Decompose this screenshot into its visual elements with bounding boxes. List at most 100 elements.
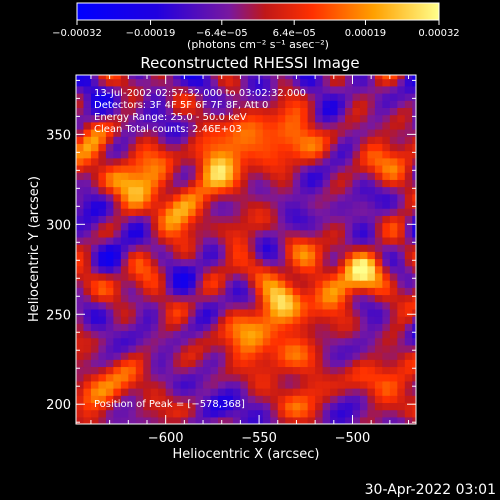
heatmap-cell [128, 416, 137, 424]
heatmap-cell [83, 92, 92, 101]
heatmap-cell [180, 179, 189, 188]
heatmap-cell [307, 107, 316, 116]
heatmap-cell [330, 222, 339, 231]
heatmap-cell [158, 179, 167, 188]
heatmap-cell [270, 128, 279, 137]
heatmap-cell [345, 193, 354, 202]
heatmap-cell [150, 193, 159, 202]
heatmap-cell [165, 208, 174, 216]
heatmap-cell [359, 344, 369, 353]
heatmap-cell [128, 114, 137, 123]
heatmap-cell [225, 78, 234, 87]
heatmap-cell [188, 366, 197, 375]
heatmap-cell [404, 265, 413, 274]
heatmap-cell [232, 323, 241, 332]
heatmap-cell [90, 179, 100, 188]
heatmap-cell [188, 121, 197, 130]
heatmap-cell [300, 193, 309, 202]
heatmap-cell [270, 402, 279, 411]
heatmap-cell [143, 251, 152, 260]
heatmap-cell [277, 409, 286, 418]
heatmap-cell [322, 172, 331, 180]
heatmap-cell [195, 193, 204, 202]
heatmap-cell [292, 272, 301, 281]
heatmap-cell [285, 258, 294, 267]
heatmap-cell [292, 301, 301, 310]
heatmap-cell [262, 121, 271, 130]
heatmap-cell [150, 78, 159, 87]
heatmap-cell [404, 136, 413, 144]
heatmap-cell [270, 380, 279, 389]
heatmap-cell [225, 388, 234, 396]
heatmap-cell [389, 301, 398, 310]
heatmap-cell [120, 114, 129, 123]
heatmap-cell [352, 359, 361, 368]
heatmap-cell [165, 416, 174, 424]
heatmap-cell [404, 244, 413, 252]
heatmap-cell [128, 352, 137, 360]
heatmap-cell [337, 409, 346, 418]
heatmap-cell [113, 85, 122, 94]
heatmap-cell [367, 280, 376, 288]
heatmap-cell [247, 172, 256, 180]
heatmap-cell [203, 337, 212, 346]
heatmap-cell [404, 323, 413, 332]
heatmap-cell [300, 272, 309, 281]
heatmap-cell [345, 395, 354, 404]
heatmap-cell [270, 143, 279, 152]
heatmap-cell [389, 373, 398, 382]
heatmap-cell [337, 85, 346, 94]
heatmap-cell [173, 215, 182, 224]
heatmap-cell [404, 150, 413, 159]
heatmap-cell [180, 294, 189, 303]
heatmap-cell [389, 244, 398, 252]
heatmap-cell [270, 157, 279, 166]
heatmap-cell [240, 409, 249, 418]
heatmap-cell [165, 395, 174, 404]
heatmap-cell [352, 229, 361, 238]
heatmap-cell [247, 308, 256, 317]
heatmap-cell [270, 179, 279, 188]
heatmap-cell [382, 222, 391, 231]
heatmap-cell [188, 136, 197, 144]
heatmap-cell [143, 157, 152, 166]
heatmap-cell [345, 380, 354, 389]
heatmap-cell [255, 107, 264, 116]
heatmap-cell [210, 100, 219, 108]
heatmap-cell [158, 380, 167, 389]
heatmap-cell [180, 229, 189, 238]
heatmap-cell [315, 164, 324, 173]
heatmap-cell [285, 215, 294, 224]
heatmap-cell [165, 344, 174, 353]
heatmap-cell [135, 186, 144, 195]
heatmap-cell [188, 186, 197, 195]
heatmap-cell [322, 352, 331, 360]
heatmap-cell [270, 251, 279, 260]
heatmap-cell [389, 323, 398, 332]
heatmap-cell [128, 186, 137, 195]
heatmap-cell [359, 416, 369, 424]
heatmap-cell [188, 402, 197, 411]
heatmap-cell [322, 373, 331, 382]
heatmap-cell [404, 287, 413, 296]
y-tick-label: 350 [46, 128, 71, 143]
heatmap-cell [382, 366, 391, 375]
heatmap-cell [270, 366, 279, 375]
heatmap-cell [367, 294, 376, 303]
heatmap-cell [330, 280, 339, 288]
heatmap-cell [337, 164, 346, 173]
heatmap-cell [158, 352, 167, 360]
heatmap-cell [382, 416, 391, 424]
heatmap-cell [165, 179, 174, 188]
heatmap-cell [203, 265, 212, 274]
heatmap-cell [292, 150, 301, 159]
heatmap-cell [150, 287, 159, 296]
heatmap-cell [105, 136, 114, 144]
heatmap-cell [135, 143, 144, 152]
heatmap-cell [105, 150, 114, 159]
heatmap-cell [217, 222, 227, 231]
heatmap-cell [143, 359, 152, 368]
heatmap-cell [217, 193, 227, 202]
heatmap-cell [120, 193, 129, 202]
heatmap-cell [322, 222, 331, 231]
